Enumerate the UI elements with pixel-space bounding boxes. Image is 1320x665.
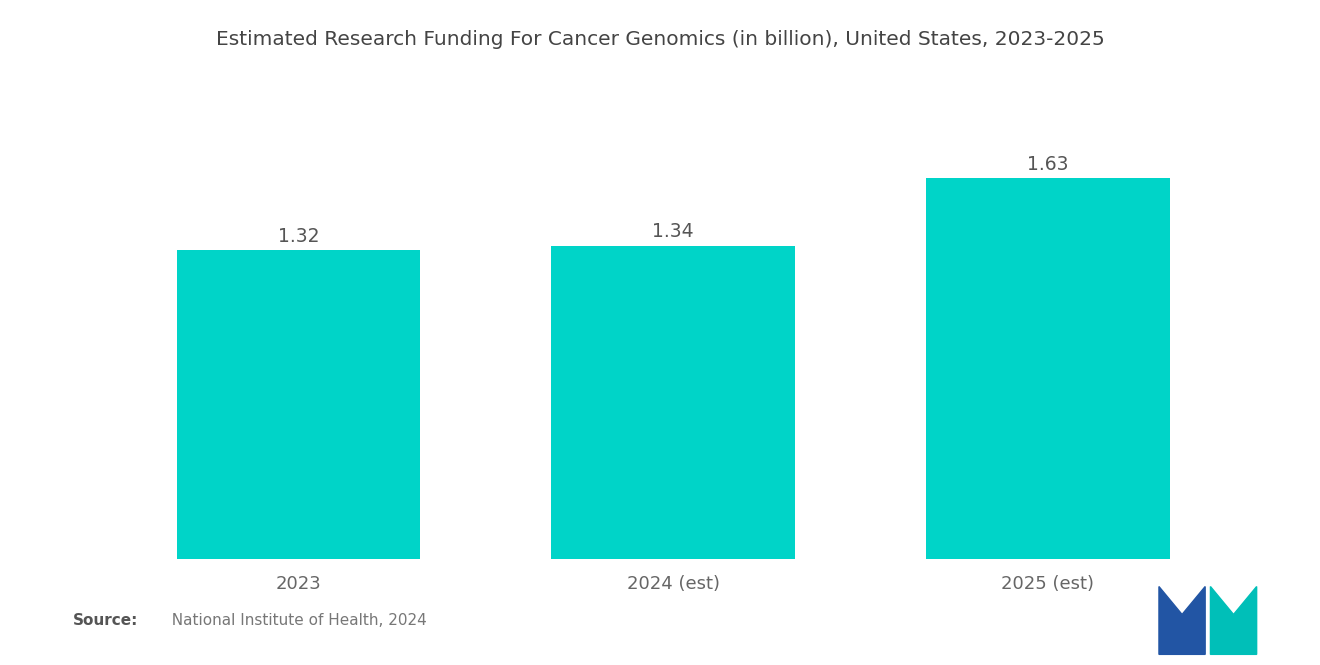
Text: 1.32: 1.32 [277, 227, 319, 246]
Text: Source:: Source: [73, 613, 139, 628]
Bar [927, 178, 1170, 559]
Text: 1.63: 1.63 [1027, 154, 1069, 174]
Bar [552, 245, 795, 559]
Polygon shape [1159, 587, 1205, 654]
Text: Estimated Research Funding For Cancer Genomics (in billion), United States, 2023: Estimated Research Funding For Cancer Ge… [215, 30, 1105, 49]
Text: 1.34: 1.34 [652, 222, 694, 241]
Polygon shape [1210, 587, 1257, 654]
Bar [177, 250, 420, 559]
Text: National Institute of Health, 2024: National Institute of Health, 2024 [162, 613, 428, 628]
